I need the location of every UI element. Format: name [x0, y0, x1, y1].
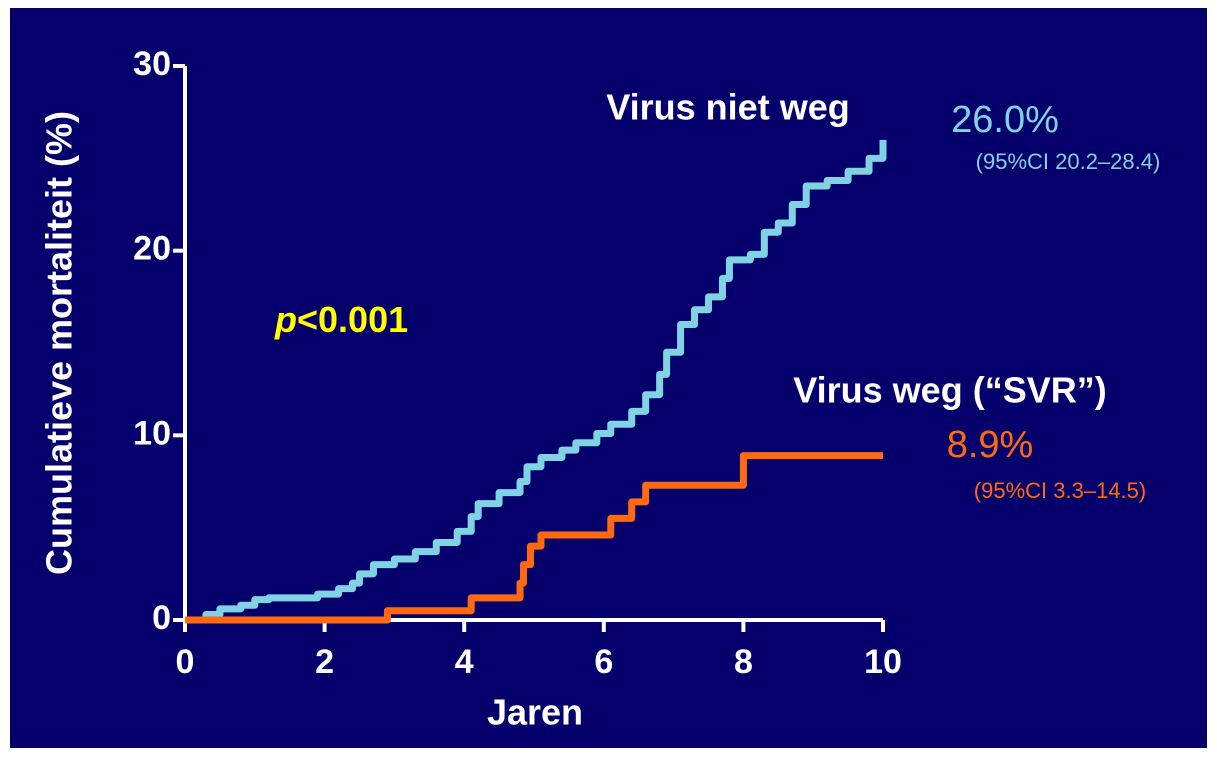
end-label: 8.9% — [947, 424, 1034, 466]
series-name: Virus weg (“SVR”) — [793, 370, 1106, 411]
y-tick-label: 10 — [133, 414, 171, 452]
y-tick-label: 0 — [152, 599, 171, 637]
panel — [10, 8, 1207, 748]
ci-label: (95%CI 20.2–28.4) — [976, 149, 1161, 174]
y-axis-label: Cumulatieve mortaliteit (%) — [39, 111, 80, 575]
x-tick-label: 8 — [734, 643, 753, 681]
y-tick-label: 20 — [133, 230, 171, 268]
end-label: 26.0% — [951, 99, 1059, 141]
p-italic: p — [274, 299, 297, 340]
p-text: <0.001 — [297, 299, 408, 340]
x-tick-label: 10 — [864, 643, 902, 681]
series-name: Virus niet weg — [606, 87, 849, 128]
x-tick-label: 6 — [594, 643, 613, 681]
series-line — [185, 452, 883, 624]
p-value: p<0.001 — [274, 299, 408, 340]
ci-label: (95%CI 3.3–14.5) — [974, 478, 1146, 503]
x-axis-label: Jaren — [487, 692, 583, 733]
x-tick-label: 2 — [315, 643, 334, 681]
x-tick-label: 0 — [176, 643, 195, 681]
y-tick-label: 30 — [133, 45, 171, 83]
series-line — [185, 139, 887, 624]
x-tick-label: 4 — [455, 643, 474, 681]
